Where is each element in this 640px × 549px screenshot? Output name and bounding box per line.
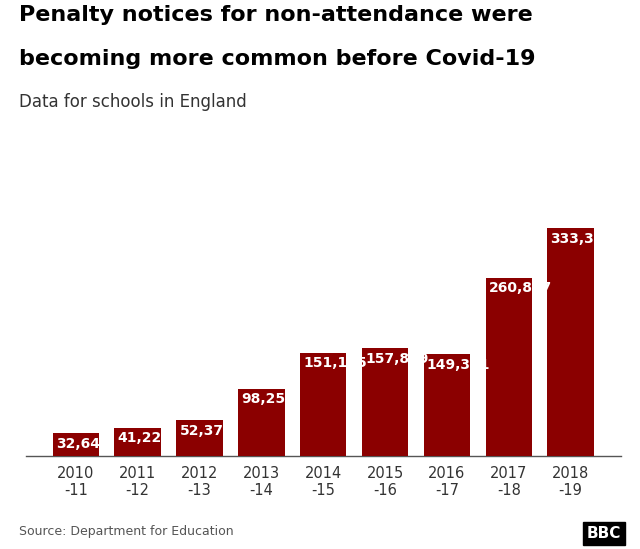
Bar xyxy=(547,228,594,456)
Bar xyxy=(115,428,161,456)
Text: 333,388: 333,388 xyxy=(550,232,614,246)
Bar xyxy=(177,420,223,456)
Bar xyxy=(486,278,532,456)
Bar xyxy=(362,348,408,456)
Bar xyxy=(300,352,346,456)
Text: Source: Department for Education: Source: Department for Education xyxy=(19,525,234,538)
Bar xyxy=(238,389,285,456)
Text: becoming more common before Covid-19: becoming more common before Covid-19 xyxy=(19,49,536,69)
Text: BBC: BBC xyxy=(586,526,621,541)
Text: 41,224: 41,224 xyxy=(118,432,172,445)
Text: 98,259: 98,259 xyxy=(241,393,295,406)
Bar xyxy=(424,354,470,456)
Text: 32,641: 32,641 xyxy=(56,437,109,451)
Text: Penalty notices for non-attendance were: Penalty notices for non-attendance were xyxy=(19,5,533,25)
Text: 151,125: 151,125 xyxy=(303,356,367,371)
Text: 157,879: 157,879 xyxy=(365,352,428,366)
Text: 260,877: 260,877 xyxy=(488,282,552,295)
Bar xyxy=(52,433,99,456)
Text: Data for schools in England: Data for schools in England xyxy=(19,93,247,111)
Text: 52,370: 52,370 xyxy=(179,424,233,438)
Text: 149,321: 149,321 xyxy=(427,357,490,372)
